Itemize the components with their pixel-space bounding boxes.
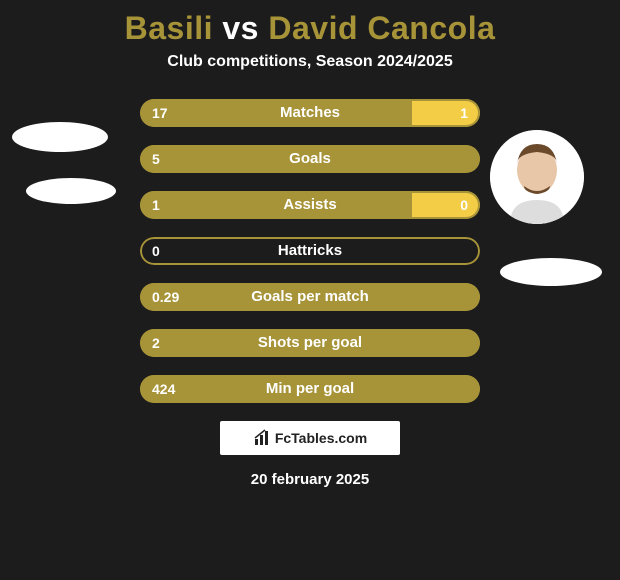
stat-row: Hattricks0	[140, 237, 480, 265]
stat-row: Min per goal424	[140, 375, 480, 403]
stat-value-left: 0	[140, 237, 172, 265]
fctables-logo: FcTables.com	[220, 421, 400, 455]
stat-value-left: 5	[140, 145, 172, 173]
comparison-title: Basili vs David Cancola	[0, 0, 620, 53]
stat-bars: Matches171Goals5Assists10Hattricks0Goals…	[140, 99, 480, 403]
stat-value-right: 1	[448, 99, 480, 127]
player1-avatar-ellipse-2	[26, 178, 116, 204]
stat-row: Goals5	[140, 145, 480, 173]
footer-date: 20 february 2025	[0, 471, 620, 488]
stat-value-left: 1	[140, 191, 172, 219]
stat-value-left: 424	[140, 375, 187, 403]
stat-label: Matches	[140, 99, 480, 127]
player2-avatar	[490, 130, 584, 224]
stat-label: Shots per goal	[140, 329, 480, 357]
stat-row: Goals per match0.29	[140, 283, 480, 311]
stat-label: Assists	[140, 191, 480, 219]
title-player1: Basili	[125, 10, 213, 46]
title-player2: David Cancola	[268, 10, 495, 46]
logo-text: FcTables.com	[275, 430, 367, 446]
stat-value-right: 0	[448, 191, 480, 219]
stat-value-left: 2	[140, 329, 172, 357]
player1-avatar-ellipse	[12, 122, 108, 152]
stat-label: Goals	[140, 145, 480, 173]
stat-value-left: 0.29	[140, 283, 191, 311]
stat-value-left: 17	[140, 99, 180, 127]
subtitle: Club competitions, Season 2024/2025	[0, 53, 620, 71]
stat-row: Shots per goal2	[140, 329, 480, 357]
stat-label: Hattricks	[140, 237, 480, 265]
stat-label: Min per goal	[140, 375, 480, 403]
stat-row: Assists1 0	[140, 191, 480, 219]
player2-photo-icon	[490, 130, 584, 224]
logo-chart-icon	[253, 429, 271, 447]
player2-avatar-shadow	[500, 258, 602, 286]
title-vs: vs	[222, 10, 259, 46]
stat-row: Matches17 1	[140, 99, 480, 127]
